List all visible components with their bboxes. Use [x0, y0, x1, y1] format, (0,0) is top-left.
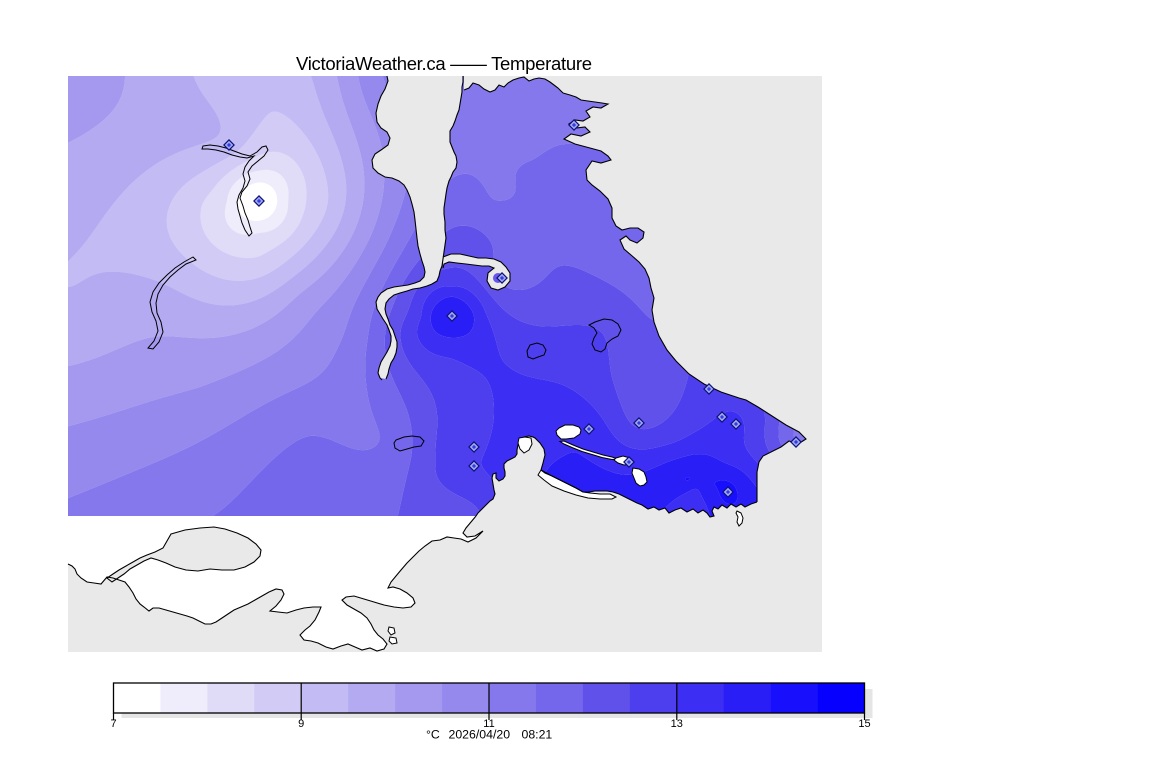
svg-text:9: 9	[298, 718, 304, 730]
svg-text:15: 15	[858, 718, 870, 730]
svg-text:11: 11	[483, 718, 494, 730]
svg-text:7: 7	[110, 718, 116, 730]
svg-text:13: 13	[671, 718, 683, 730]
svg-text:VictoriaWeather.ca —— Temperat: VictoriaWeather.ca —— Temperature	[296, 53, 592, 74]
